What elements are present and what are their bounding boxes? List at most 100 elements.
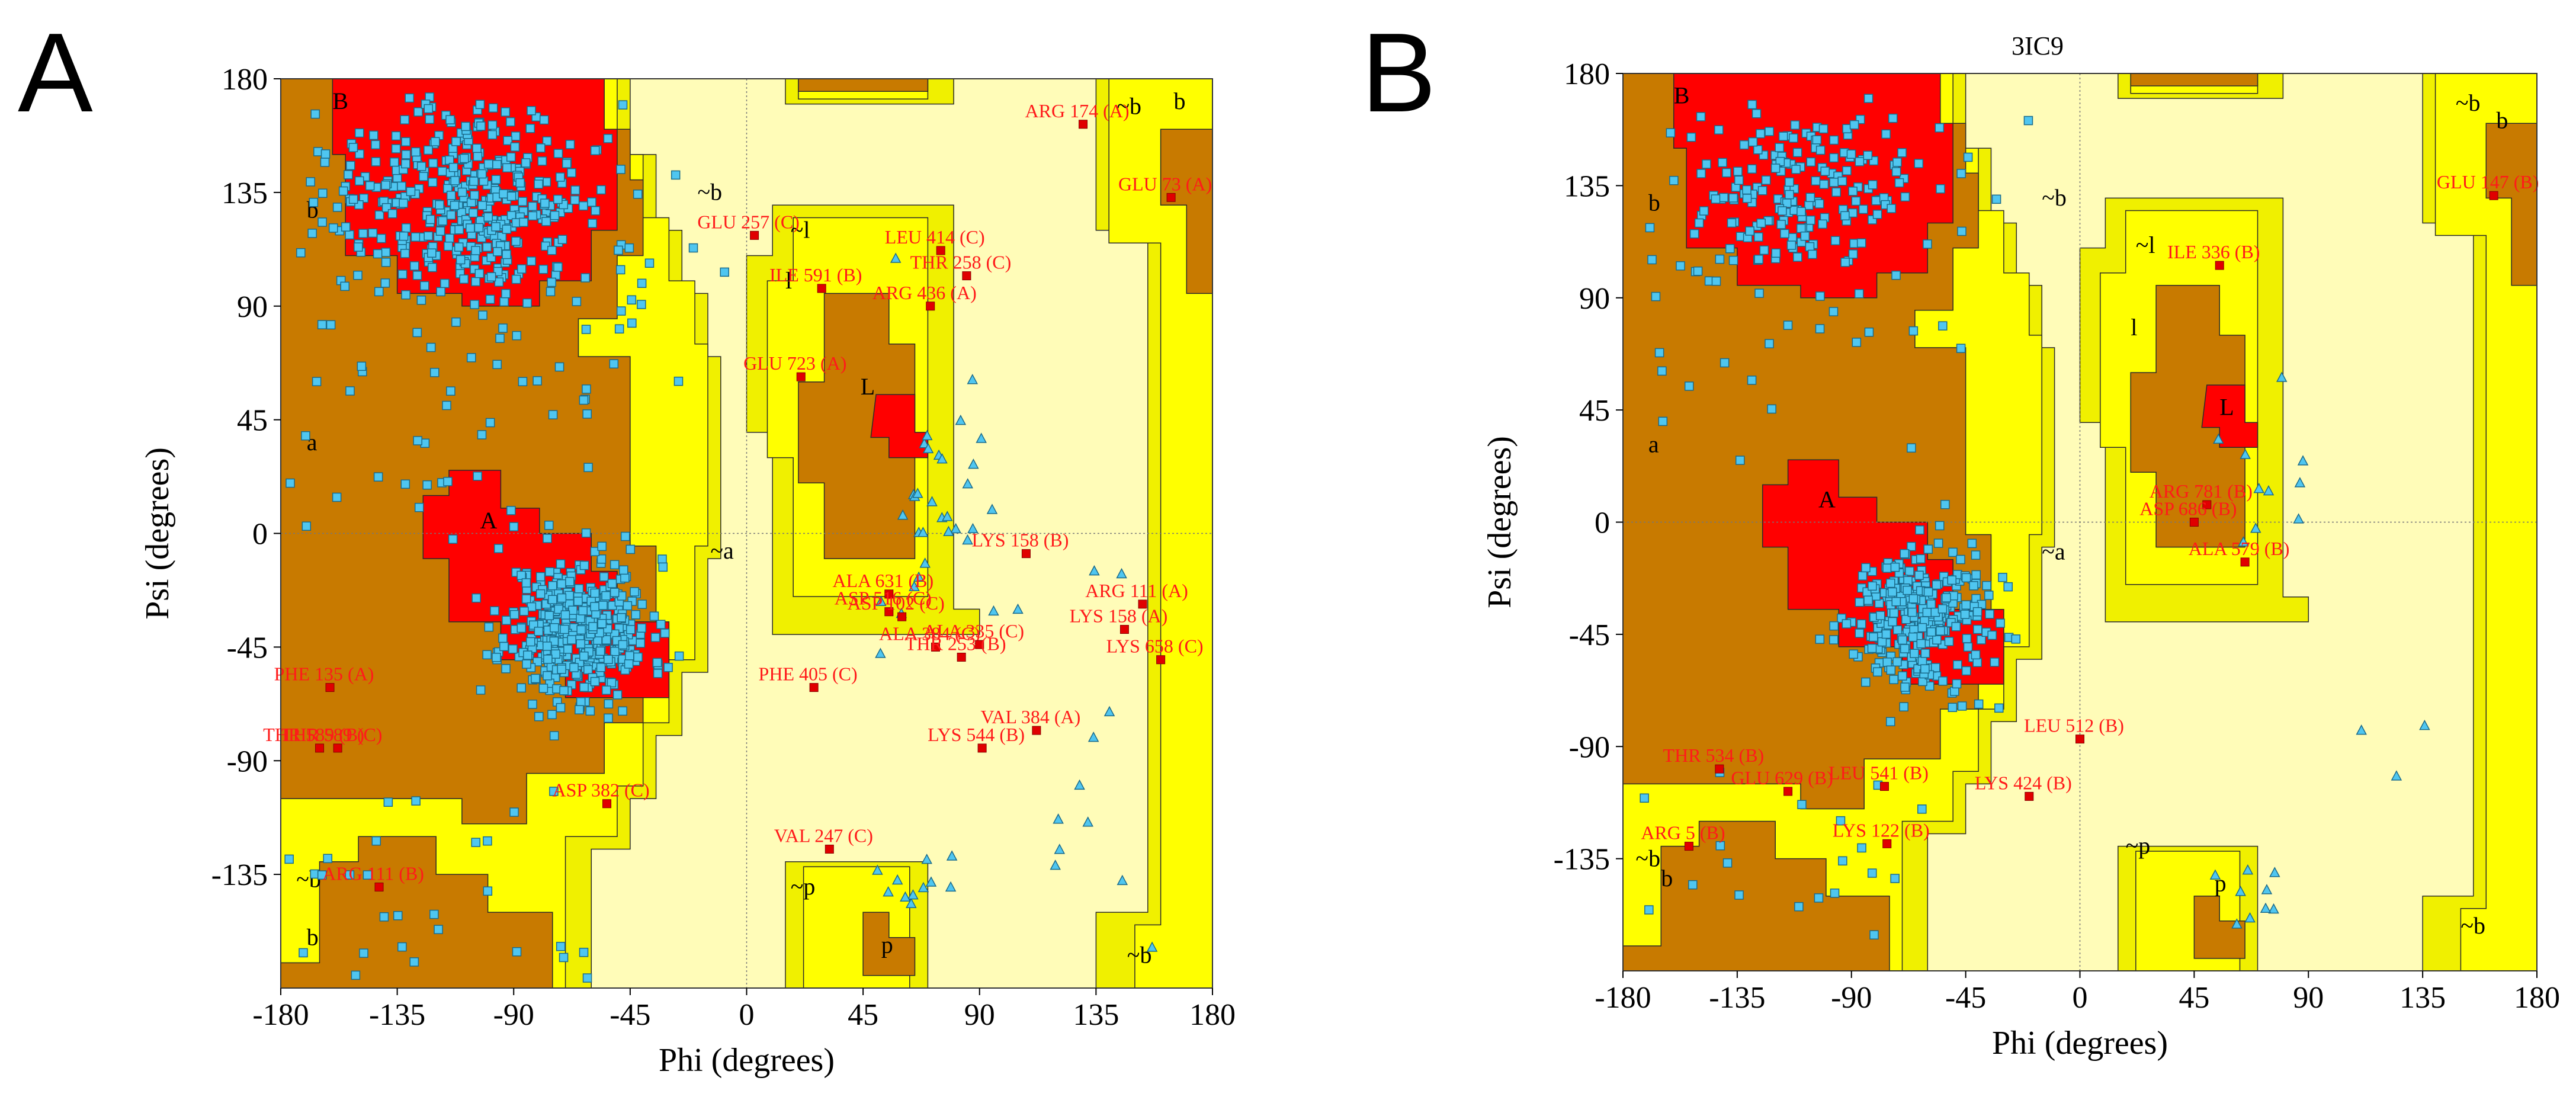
residue-point [411, 147, 421, 157]
residue-point [553, 262, 563, 272]
residue-point [1923, 544, 1933, 554]
residue-point [579, 395, 589, 405]
residue-point [428, 178, 438, 187]
residue-point [1908, 326, 1919, 336]
residue-point [579, 948, 589, 957]
residue-point [610, 646, 620, 656]
residue-point [306, 177, 315, 187]
residue-point [488, 103, 498, 113]
outlier-point [1156, 655, 1166, 665]
residue-point [442, 400, 451, 411]
residue-point [1900, 682, 1910, 692]
residue-point [658, 562, 668, 572]
residue-point [581, 528, 591, 538]
residue-point [581, 325, 591, 334]
residue-point [671, 170, 681, 180]
residue-point [637, 278, 647, 288]
glycine-point [955, 415, 967, 425]
outlier-label: GLU 147 (B) [2437, 171, 2539, 193]
residue-point [400, 479, 410, 489]
outlier-label: ASP 516 (C) [835, 588, 932, 609]
y-tick-label: 0 [252, 518, 268, 551]
residue-point [579, 682, 589, 692]
residue-point [620, 531, 630, 541]
residue-point [1775, 156, 1785, 166]
residue-point [595, 646, 605, 656]
residue-point [556, 559, 566, 569]
y-tick-label: 90 [1579, 282, 1610, 316]
residue-point [1778, 132, 1788, 141]
glycine-point [946, 850, 958, 861]
residue-point [474, 223, 484, 233]
outlier-point [897, 612, 907, 621]
residue-point [444, 241, 453, 251]
y-tick-label: 45 [237, 404, 268, 438]
residue-point [1858, 571, 1868, 581]
residue-point [1892, 625, 1903, 635]
glycine-point [2213, 433, 2224, 444]
residue-point [1765, 127, 1774, 136]
residue-point [401, 137, 410, 147]
residue-point [329, 223, 338, 233]
residue-point [1684, 381, 1694, 391]
residue-point [307, 229, 317, 238]
residue-point [1871, 196, 1881, 206]
residue-point [557, 235, 567, 245]
residue-point [1814, 199, 1824, 209]
residue-point [1898, 635, 1907, 645]
residue-point [1797, 207, 1806, 216]
residue-point [353, 270, 362, 280]
residue-point [483, 836, 492, 846]
glycine-point [950, 522, 961, 534]
outlier-point [926, 302, 935, 311]
residue-point [548, 410, 558, 419]
residue-point [1719, 193, 1728, 203]
residue-point [1863, 94, 1874, 103]
residue-point [1892, 158, 1902, 167]
residue-point [517, 264, 527, 274]
residue-point [1953, 660, 1962, 670]
residue-point [1890, 874, 1900, 883]
outlier-label: LYS 158 (B) [971, 530, 1069, 551]
residue-point [1920, 649, 1930, 658]
residue-point [1886, 578, 1895, 588]
outlier-point [602, 799, 612, 809]
outlier-point [2189, 518, 2199, 527]
residue-point [1815, 145, 1826, 155]
residue-point [1887, 204, 1896, 213]
residue-point [1942, 593, 1951, 602]
residue-point [511, 132, 521, 141]
region-label: l [2131, 314, 2137, 341]
residue-point [576, 639, 585, 649]
residue-point [625, 651, 634, 660]
outlier-point [1021, 549, 1031, 559]
residue-point [1963, 152, 1973, 162]
outlier-point [1783, 787, 1793, 796]
residue-point [1669, 176, 1679, 185]
residue-point [401, 290, 410, 300]
residue-point [590, 676, 600, 687]
residue-point [401, 159, 410, 169]
outlier-point [1032, 726, 1041, 735]
glycine-point [2297, 455, 2309, 466]
residue-point [1876, 611, 1885, 620]
residue-point [1644, 905, 1654, 915]
residue-point [1715, 841, 1725, 851]
outlier-label: ASP 686 (B) [2139, 498, 2237, 519]
residue-point [358, 229, 368, 238]
residue-point [522, 659, 531, 669]
residue-point [1855, 157, 1865, 166]
residue-point [399, 198, 408, 208]
residue-point [1804, 200, 1814, 210]
residue-point [377, 233, 386, 243]
outlier-label: VAL 247 (C) [774, 825, 873, 846]
outlier-point [975, 640, 984, 649]
residue-point [1861, 677, 1871, 687]
outlier-point [977, 743, 987, 753]
residue-point [1735, 456, 1745, 465]
residue-point [1938, 321, 1948, 331]
residue-point [485, 294, 495, 304]
residue-point [551, 649, 560, 659]
residue-point [649, 611, 659, 621]
glycine-point [1087, 731, 1099, 742]
